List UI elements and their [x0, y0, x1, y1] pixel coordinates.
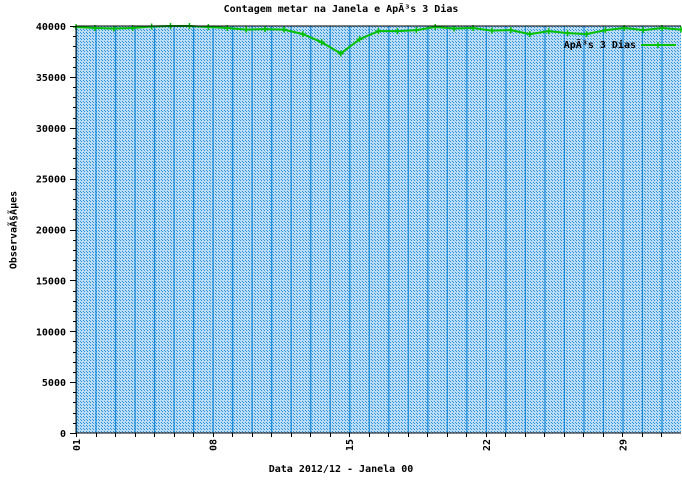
- bar: [485, 26, 506, 433]
- data-point: [262, 26, 269, 33]
- data-point: [564, 30, 571, 37]
- bar: [622, 26, 642, 433]
- x-tick-label: 22: [482, 439, 493, 451]
- data-point: [148, 23, 155, 30]
- y-tick-label: 35000: [36, 73, 66, 84]
- bar: [173, 26, 194, 433]
- bar: [76, 26, 96, 433]
- data-point: [356, 36, 363, 43]
- y-tick-label: 5000: [42, 378, 66, 389]
- data-point: [337, 50, 344, 57]
- data-point: [526, 31, 533, 38]
- bar: [505, 26, 525, 433]
- data-point: [678, 26, 682, 33]
- bar: [349, 26, 369, 433]
- bar: [310, 26, 330, 433]
- bar: [95, 26, 116, 433]
- line-series: [73, 23, 682, 57]
- y-axis-label: ObservaÃ§Ãµes: [8, 190, 20, 270]
- legend: ApÃ³s 3 Dias: [564, 38, 676, 51]
- bar: [212, 26, 233, 433]
- y-tick-label: 15000: [36, 276, 66, 287]
- data-point: [507, 27, 514, 34]
- legend-label: ApÃ³s 3 Dias: [564, 38, 636, 51]
- bar: [154, 26, 174, 433]
- y-tick-label: 25000: [36, 175, 66, 186]
- bar: [544, 26, 564, 433]
- data-point: [375, 28, 382, 35]
- legend-marker: [655, 42, 661, 48]
- bar: [661, 26, 681, 433]
- bar: [193, 26, 213, 433]
- data-point: [545, 28, 552, 35]
- data-point: [583, 31, 590, 38]
- data-point: [394, 28, 401, 35]
- x-axis-label: Data 2012/12 - Janela 00: [268, 464, 414, 475]
- data-point: [110, 25, 117, 32]
- bar: [427, 26, 447, 433]
- bar: [115, 26, 135, 433]
- y-axis-ticks: 0 5000 10000 15000 20000 25000 30000 35000 40000: [36, 22, 76, 440]
- bar: [388, 26, 408, 433]
- chart-title: Contagem metar na Janela e ApÃ³s 3 Dias: [223, 4, 459, 15]
- bar: [251, 26, 272, 433]
- y-tick-label: 10000: [36, 327, 66, 338]
- bar: [134, 26, 155, 433]
- bar: [641, 26, 662, 433]
- bar: [602, 26, 623, 433]
- bar: [563, 26, 584, 433]
- bar: [407, 26, 428, 433]
- y-tick-label: 0: [60, 429, 66, 440]
- data-point: [413, 27, 420, 34]
- data-point: [640, 27, 647, 34]
- bar: [329, 26, 350, 433]
- data-point: [280, 26, 287, 33]
- bar: [583, 26, 603, 433]
- bar: [524, 26, 545, 433]
- data-point: [432, 24, 439, 31]
- data-point: [451, 25, 458, 32]
- bar: [368, 26, 389, 433]
- x-tick-label: 01: [72, 439, 83, 451]
- x-axis-ticks: 01 08 15 22 29: [72, 433, 662, 451]
- data-point: [318, 39, 325, 46]
- x-tick-label: 08: [209, 439, 220, 451]
- data-point: [488, 27, 495, 34]
- data-point: [299, 31, 306, 38]
- data-point: [205, 24, 212, 31]
- bar: [466, 26, 486, 433]
- data-point: [243, 26, 250, 33]
- x-tick-label: 29: [618, 439, 629, 451]
- y-tick-label: 40000: [36, 22, 66, 33]
- bar-series: [75, 26, 681, 433]
- bar: [232, 26, 252, 433]
- x-tick-label: 15: [345, 439, 356, 451]
- y-tick-label: 30000: [36, 124, 66, 135]
- bar: [271, 26, 291, 433]
- bar: [290, 26, 311, 433]
- y-tick-label: 20000: [36, 226, 66, 237]
- data-point: [602, 27, 609, 34]
- bar: [446, 26, 467, 433]
- axes: [75, 25, 681, 434]
